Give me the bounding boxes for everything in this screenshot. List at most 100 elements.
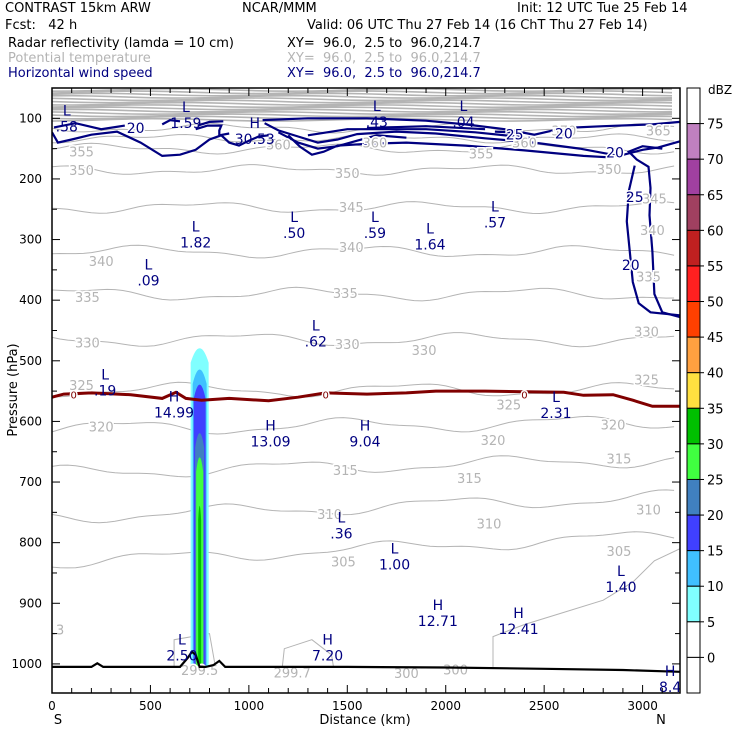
extremum-value: .09 <box>137 273 159 289</box>
y-tick-label: 1000 <box>11 657 42 671</box>
colorbar-swatch <box>686 265 701 303</box>
x-tick-label: 2500 <box>529 699 560 713</box>
extremum-L: L1.40 <box>605 564 636 596</box>
extremum-value: 14.99 <box>154 405 194 421</box>
wind-contour-line <box>626 145 680 319</box>
extremum-value: 1.64 <box>414 237 445 253</box>
theta-contour-label: 335 <box>333 287 358 302</box>
stratosphere-theta-line <box>52 88 673 93</box>
y-tick-label: 200 <box>19 172 42 186</box>
extremum-type: H <box>250 116 261 132</box>
colorbar-swatch <box>686 158 701 196</box>
y-tick-label: 100 <box>19 111 42 125</box>
extremum-type: L <box>182 100 190 116</box>
x-tick-label: 1000 <box>234 699 265 713</box>
colorbar-swatch <box>686 229 701 267</box>
field-theta-xy: XY= 96.0, 2.5 to 96.0,214.7 <box>287 51 481 66</box>
extremum-value: 12.41 <box>499 622 539 638</box>
theta-contour-label: 320 <box>89 420 114 435</box>
wind-contour-line <box>494 130 525 134</box>
colorbar-swatch <box>686 336 701 374</box>
extremum-type: L <box>617 564 625 580</box>
wind-contour-line <box>625 165 680 317</box>
wind-contour-line <box>366 125 486 131</box>
colorbar-swatch <box>686 550 701 587</box>
extremum-H: H8.4 <box>659 664 680 693</box>
x-axis-south-label: S <box>54 713 62 728</box>
org-label: NCAR/MMM <box>242 1 317 16</box>
theta-contour-line <box>52 415 675 435</box>
colorbar-label: 60 <box>707 224 724 239</box>
theta-contour-line <box>52 489 675 524</box>
extremum-L: L.59 <box>364 210 386 242</box>
extremum-value: .36 <box>330 527 352 543</box>
colorbar-label: 30 <box>707 438 724 453</box>
colorbar-swatch <box>686 87 701 125</box>
colorbar-label: 55 <box>707 260 724 275</box>
theta-contour-label: 340 <box>640 224 665 239</box>
theta-contour-label: 299.7 <box>274 666 311 681</box>
theta-contour-line <box>52 244 675 259</box>
extremum-H: H12.71 <box>418 598 458 630</box>
extremum-value: .19 <box>94 384 116 400</box>
theta-contour-label: 350 <box>597 163 622 178</box>
extremum-type: L <box>63 103 71 119</box>
theta-contour-label: 315 <box>457 472 482 487</box>
stratosphere-theta-line <box>52 97 673 102</box>
extremum-H: H13.09 <box>250 419 290 451</box>
extremum-L: L.50 <box>283 210 305 242</box>
extremum-L: L.04 <box>452 99 474 131</box>
theta-contour-label: 300 <box>443 663 468 678</box>
stratosphere-theta-line <box>52 94 673 99</box>
stratosphere-theta-line <box>52 101 673 106</box>
colorbar-label: 75 <box>707 118 724 133</box>
theta-contour-label: 360 <box>362 137 387 152</box>
theta-contour-line-boundary <box>492 548 680 667</box>
colorbar-label: 25 <box>707 473 724 488</box>
colorbar-swatch <box>686 478 701 516</box>
extremum-L: L2.31 <box>540 390 571 422</box>
freezing-level-path <box>52 389 680 408</box>
colorbar-swatch <box>686 372 701 409</box>
extremum-L: L.09 <box>137 257 159 289</box>
extremum-value: 12.71 <box>418 614 458 630</box>
wind-contour-label: 25 <box>506 127 524 143</box>
extremum-value: .04 <box>452 115 474 131</box>
extremum-type: L <box>371 210 379 226</box>
stratosphere-theta-line <box>52 90 673 95</box>
extremum-H: H12.41 <box>499 606 539 638</box>
theta-contour-label: 350 <box>69 164 94 179</box>
theta-contour-label: 340 <box>89 255 114 270</box>
wind-contour-line <box>197 120 224 127</box>
extremum-type: L <box>373 99 381 115</box>
freezing-level-label: 0 <box>70 391 76 402</box>
theta-contour-label: 310 <box>317 508 342 523</box>
reflectivity-column <box>190 348 209 667</box>
extremum-H: H9.04 <box>349 419 380 451</box>
colorbar-swatch <box>686 443 701 480</box>
extremum-H: H7.20 <box>312 633 343 665</box>
colorbar-swatch <box>686 123 701 160</box>
forecast-hour: Fcst: 42 h <box>5 18 78 33</box>
extremum-type: L <box>491 200 499 216</box>
freezing-level-label: 0 <box>322 391 328 402</box>
extremum-type: H <box>360 419 371 435</box>
extremum-L: L.62 <box>305 318 327 350</box>
field-reflectivity-xy: XY= 96.0, 2.5 to 96.0,214.7 <box>287 36 481 51</box>
init-time: Init: 12 UTC Tue 25 Feb 14 <box>517 1 688 16</box>
colorbar-swatch <box>686 301 701 338</box>
extremum-L: L.57 <box>484 200 506 232</box>
field-wind-name: Horizontal wind speed <box>8 66 153 81</box>
extremum-value: 30.53 <box>235 132 275 148</box>
theta-contour-label: 365 <box>646 124 671 139</box>
colorbar-label: 45 <box>707 331 724 346</box>
theta-contour-label: 0.3 <box>44 623 65 638</box>
extremum-type: L <box>290 210 298 226</box>
theta-contour-label: 330 <box>335 338 360 353</box>
extremum-L: L1.82 <box>180 220 211 252</box>
theta-contour-label: 300 <box>394 667 419 682</box>
theta-contour-label: 360 <box>266 138 291 153</box>
theta-contour-label: 330 <box>634 326 659 341</box>
